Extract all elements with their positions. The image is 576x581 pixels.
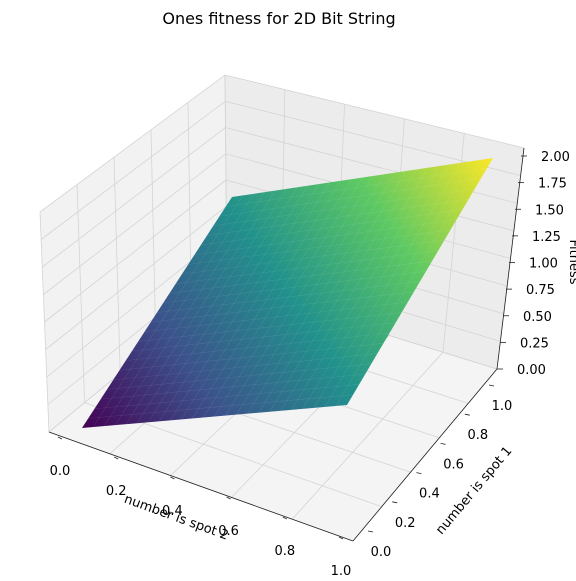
mesh-line — [92, 195, 244, 428]
x-tick-labels: 0.0 0.2 0.4 0.6 0.8 1.0 — [50, 464, 352, 579]
x-axis-label: number is spot 2 — [122, 492, 230, 544]
mesh-line — [236, 174, 385, 415]
mesh-line — [335, 159, 483, 407]
mesh-line — [170, 183, 320, 421]
y-tick — [367, 530, 374, 533]
y-tick-label: 0.6 — [443, 457, 464, 472]
mesh-line — [136, 188, 287, 424]
axis-lines — [48, 147, 525, 542]
z-tick-label: 1.75 — [538, 177, 567, 192]
mesh-line — [203, 178, 352, 418]
mesh-line — [214, 177, 363, 417]
y-tick — [488, 384, 495, 387]
mesh-line — [269, 169, 418, 412]
z-tick-label: 1.25 — [532, 230, 561, 245]
mesh-line — [219, 178, 481, 217]
x-tick-label: 1.0 — [331, 564, 352, 579]
x-tick — [338, 536, 344, 540]
y-axis-line — [352, 368, 498, 542]
mesh-line — [247, 172, 396, 414]
z-tick-label: 0.50 — [523, 310, 552, 325]
x-tick — [282, 516, 287, 520]
mesh-line — [138, 312, 402, 342]
mesh-line — [188, 229, 451, 265]
mesh-line — [144, 301, 408, 333]
mesh-line — [324, 161, 472, 408]
mesh-line — [175, 250, 439, 284]
mesh-line — [181, 182, 331, 420]
mesh-line — [119, 342, 384, 371]
y-tick-label: 0.2 — [395, 516, 416, 531]
x-tick — [57, 436, 63, 440]
mesh-line — [291, 165, 439, 410]
z-axis-label: Fitness — [566, 239, 576, 284]
y-tick-label: 0.4 — [419, 487, 440, 502]
y-tick — [416, 472, 422, 474]
mesh-line — [313, 162, 461, 409]
x-tick — [114, 456, 119, 460]
mesh-line — [125, 332, 390, 361]
left-pane — [40, 75, 227, 432]
z-tick-labels: 0.00 0.25 0.50 0.75 1.00 1.25 1.50 1.75 2.00 — [517, 150, 570, 378]
x-tick-label: 0.2 — [106, 484, 127, 499]
z-tick-label: 1.00 — [529, 257, 558, 272]
mesh-line — [194, 219, 457, 256]
mesh-line — [225, 175, 374, 416]
mesh-line — [302, 164, 450, 409]
mesh-line — [131, 322, 396, 352]
mesh-line — [280, 167, 429, 411]
mesh-line — [103, 193, 255, 427]
mesh-line — [258, 170, 407, 413]
z-tick-label: 0.00 — [517, 363, 546, 378]
mesh-line — [169, 260, 433, 294]
x-tick-label: 0.6 — [218, 524, 239, 539]
y-tick — [440, 443, 446, 445]
mesh-line — [114, 191, 265, 426]
mesh-line — [181, 240, 445, 275]
mesh-line — [88, 394, 354, 419]
y-tick — [392, 501, 398, 504]
y-tick-label: 1.0 — [492, 399, 513, 414]
x-tick-label: 0.0 — [50, 464, 71, 479]
mesh-line — [225, 167, 487, 207]
x-tick — [170, 476, 175, 480]
mesh-line — [147, 187, 298, 423]
mesh-line — [200, 209, 463, 246]
mesh-line — [163, 270, 427, 304]
z-tick-label: 2.00 — [541, 150, 570, 165]
y-tick-label: 0.0 — [371, 545, 392, 560]
grid-line — [291, 351, 444, 520]
mesh-line — [159, 185, 309, 422]
mesh-line — [156, 281, 421, 313]
fitness-surface — [82, 158, 493, 428]
y-tick — [464, 413, 470, 416]
z-tick-label: 0.25 — [520, 336, 549, 351]
x-tick-label: 0.8 — [274, 544, 295, 559]
x-axis-line — [48, 431, 354, 542]
y-tick-label: 0.8 — [467, 428, 488, 443]
surface-mesh — [88, 159, 487, 428]
tick-marks — [57, 155, 527, 540]
mesh-line — [213, 188, 475, 227]
chart-title: Ones fitness for 2D Bit String — [162, 9, 395, 28]
mesh-line — [106, 363, 372, 390]
z-tick-label: 0.75 — [526, 283, 555, 298]
x-tick — [226, 496, 231, 500]
z-tick-label: 1.50 — [535, 203, 564, 218]
mesh-line — [113, 353, 378, 381]
mesh-line — [94, 384, 360, 410]
x-tick-label: 0.4 — [162, 504, 183, 519]
mesh-line — [100, 373, 366, 400]
mesh-line — [125, 190, 276, 425]
z-axis-line — [496, 147, 525, 370]
mesh-line — [192, 180, 342, 419]
mesh-line — [206, 198, 469, 236]
y-tick-labels: 0.00.20.40.60.8 1.0 — [371, 399, 513, 560]
mesh-line — [150, 291, 414, 323]
